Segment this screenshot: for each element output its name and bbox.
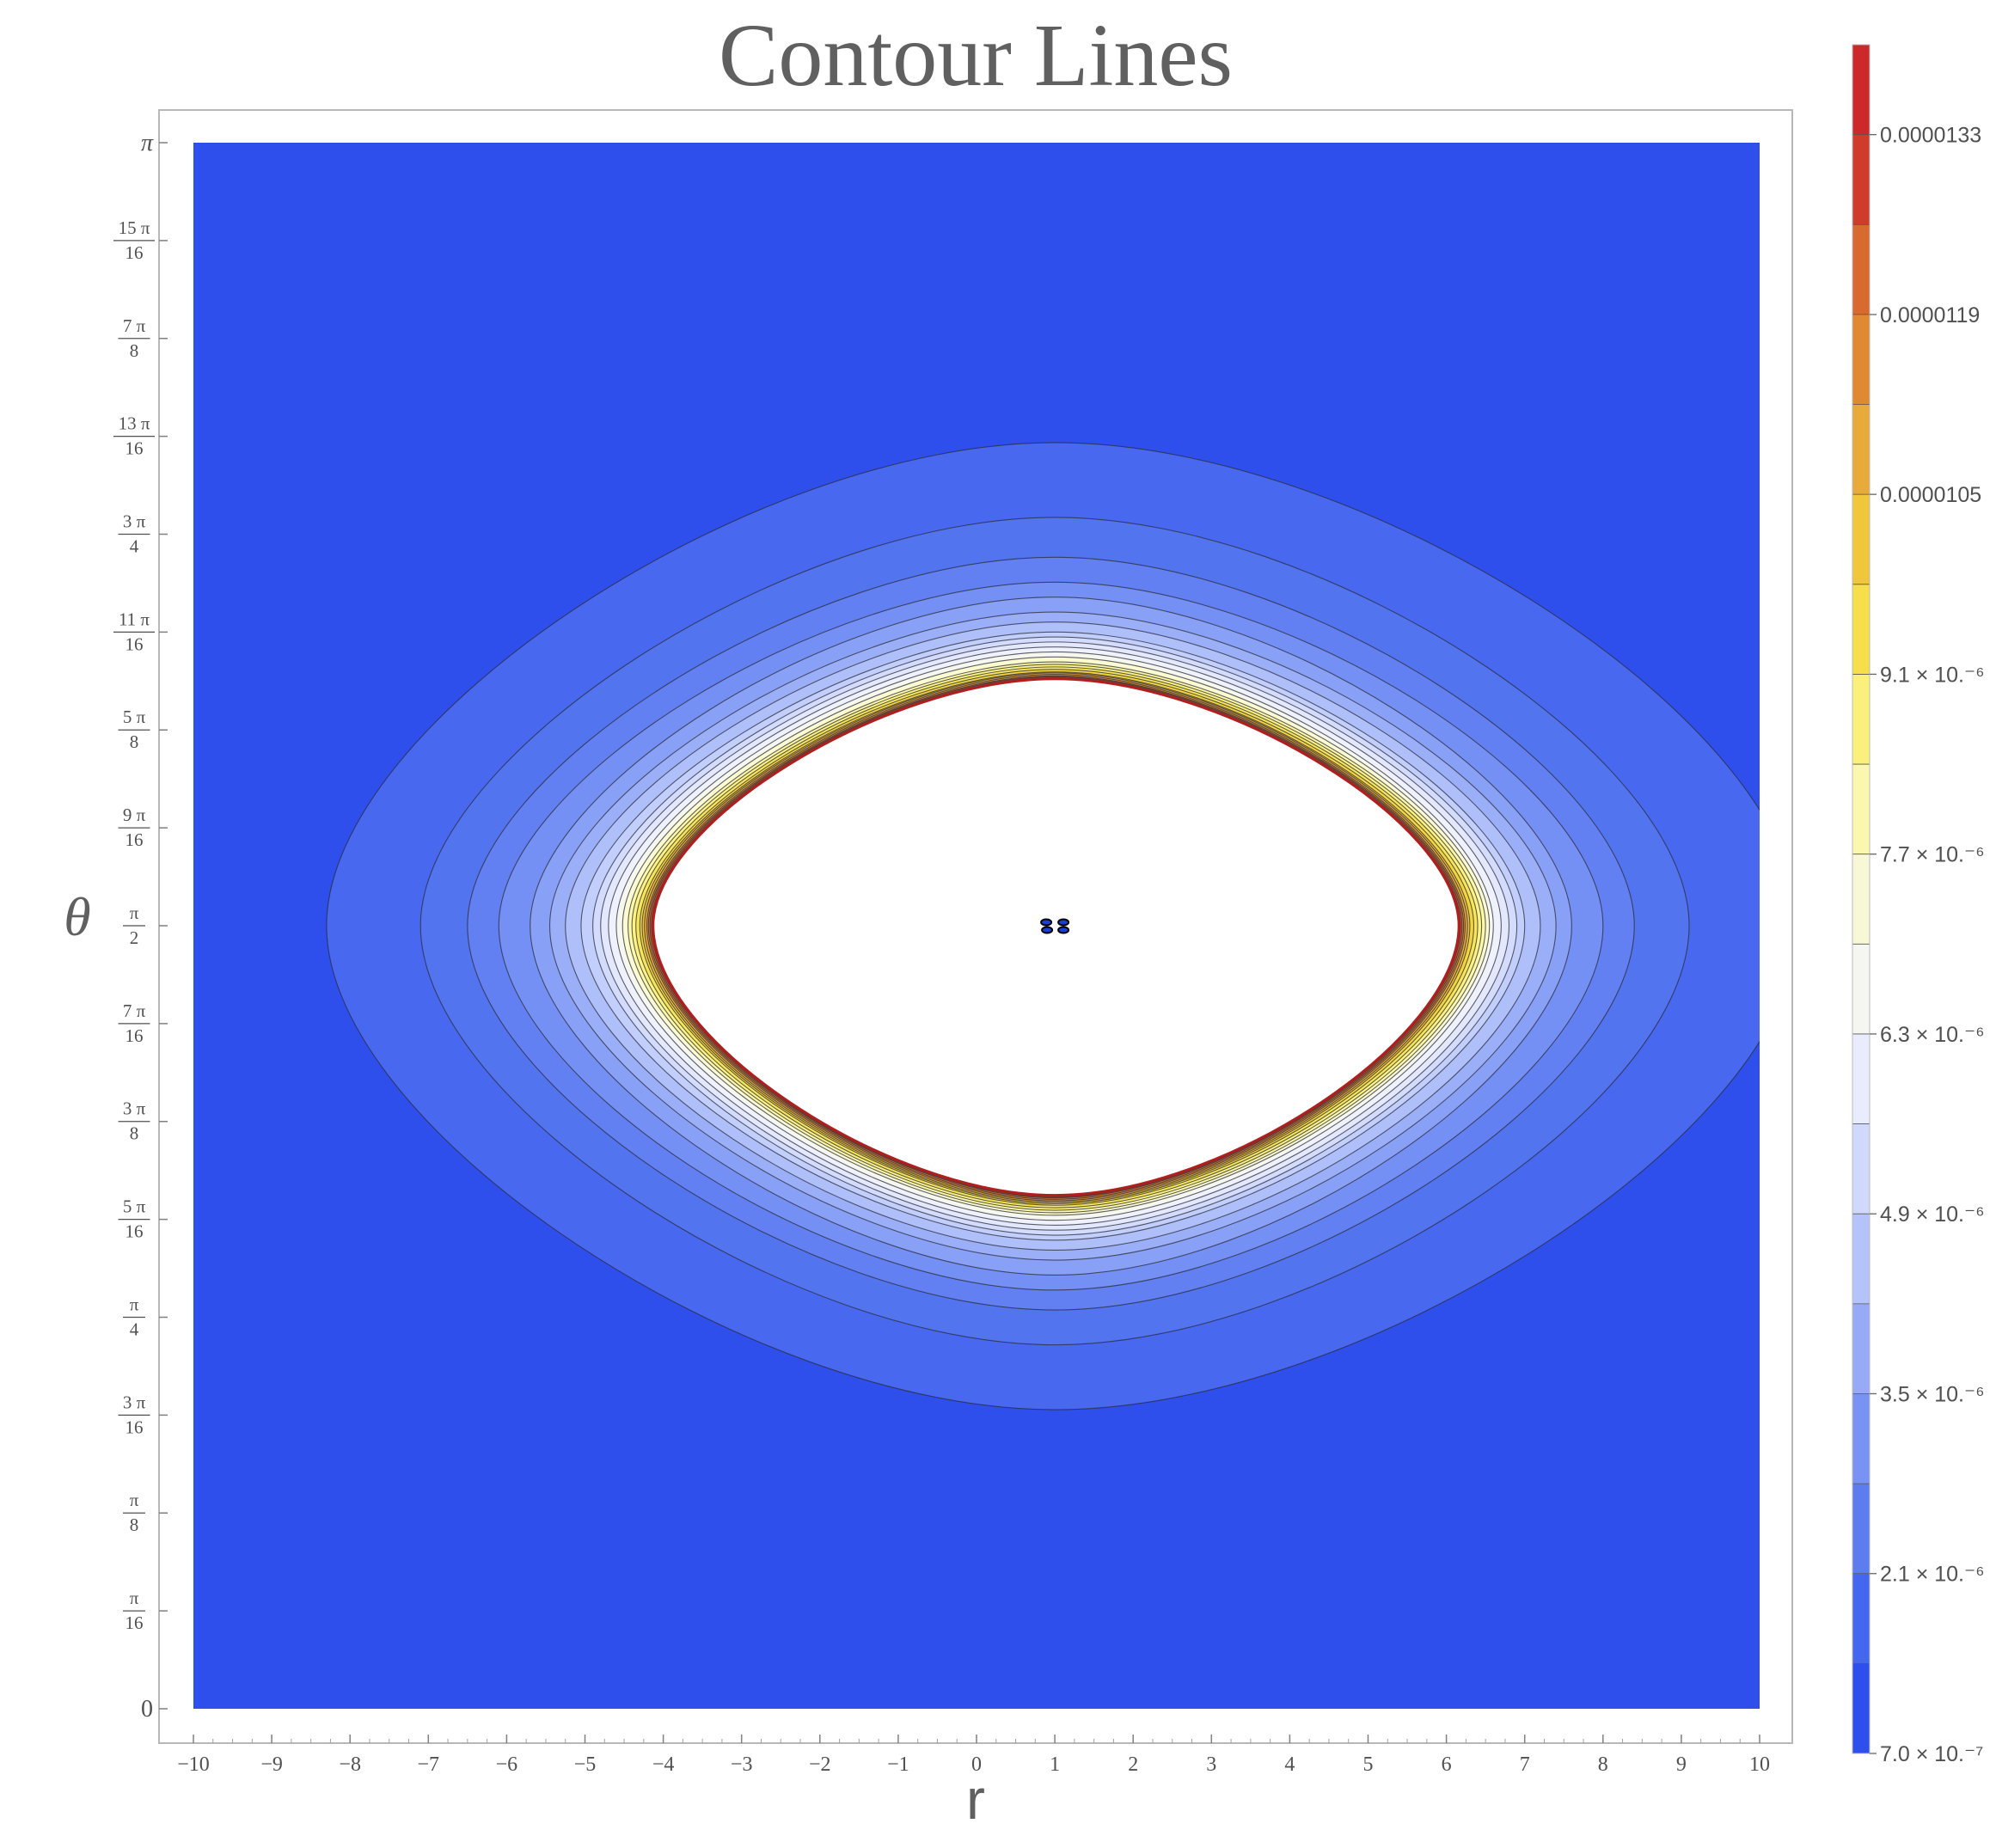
x-tick-label: −10	[177, 1753, 210, 1776]
colorbar-band-14	[1852, 404, 1870, 495]
y-tick-denominator: 16	[126, 1221, 144, 1242]
x-tick-label: −5	[574, 1753, 597, 1776]
colorbar-band-6	[1852, 1123, 1870, 1215]
y-tick-numerator: 13 π	[119, 413, 150, 434]
y-axis-label: θ	[64, 886, 91, 947]
colorbar-band-5	[1852, 1214, 1870, 1305]
y-tick-denominator: 4	[130, 535, 139, 556]
y-tick-numerator: 5 π	[123, 1196, 146, 1217]
colorbar-band-17	[1852, 134, 1870, 225]
y-tick-denominator: 8	[130, 1123, 139, 1144]
colorbar-band-11	[1852, 674, 1870, 765]
colorbar-band-1	[1852, 1573, 1870, 1664]
colorbar-band-7	[1852, 1033, 1870, 1125]
x-tick-label: −4	[652, 1753, 675, 1776]
y-tick-label: π	[141, 130, 154, 156]
x-tick-label: −1	[887, 1753, 909, 1776]
x-tick-label: 6	[1442, 1753, 1452, 1776]
y-tick-numerator: 3 π	[123, 1098, 146, 1119]
y-tick-numerator: 3 π	[123, 1392, 146, 1412]
x-tick-label: 1	[1050, 1753, 1060, 1776]
y-tick-numerator: π	[130, 903, 139, 923]
y-tick-numerator: 11 π	[119, 609, 150, 629]
colorbar-band-16	[1852, 224, 1870, 315]
colorbar-band-4	[1852, 1303, 1870, 1394]
y-tick-numerator: 15 π	[119, 217, 150, 238]
x-tick-label: 5	[1363, 1753, 1374, 1776]
x-tick-label: 2	[1128, 1753, 1138, 1776]
x-tick-label: 8	[1598, 1753, 1608, 1776]
y-tick-numerator: 9 π	[123, 805, 146, 825]
x-tick-label: −8	[339, 1753, 361, 1776]
y-tick-denominator: 16	[126, 829, 144, 850]
y-tick-numerator: 5 π	[123, 707, 146, 727]
x-tick-label: −6	[496, 1753, 518, 1776]
x-tick-label: 4	[1284, 1753, 1295, 1776]
y-axis-ticks: 0 π 16 π 8 3 π 16 π 4 5 π 16 3 π 8 7 π 16 π 2 9 π 16 5 π 8 11…	[113, 130, 168, 1723]
x-axis-label: r	[966, 1767, 985, 1831]
x-axis-ticks: −10 −9 −8 −7 −6 −5 −4 −3 −2 −1 0 1 2 3 4 5 6 7 8 9 10	[177, 1735, 1770, 1776]
colorbar-band-13	[1852, 494, 1870, 585]
y-tick-numerator: 7 π	[123, 1000, 146, 1021]
x-tick-label: 7	[1520, 1753, 1530, 1776]
x-tick-label: −3	[731, 1753, 753, 1776]
y-tick-denominator: 16	[126, 1417, 144, 1437]
y-tick-numerator: π	[130, 1490, 139, 1510]
colorbar-band-18	[1852, 45, 1870, 136]
colorbar-band-0	[1852, 1663, 1870, 1754]
center-blob-1	[1057, 918, 1070, 927]
chart-title: Contour Lines	[719, 6, 1233, 105]
colorbar-band-8	[1852, 944, 1870, 1035]
y-tick-label: 0	[141, 1696, 153, 1723]
colorbar-band-3	[1852, 1393, 1870, 1484]
y-tick-denominator: 4	[130, 1319, 139, 1339]
center-blob-0	[1040, 918, 1053, 927]
colorbar-tick-label: 7.0 × 10.⁻⁷	[1880, 1742, 1983, 1766]
colorbar-tick-label: 2.1 × 10.⁻⁶	[1880, 1563, 1984, 1587]
colorbar-band-9	[1852, 854, 1870, 945]
y-tick-denominator: 8	[130, 731, 139, 752]
center-blob-3	[1057, 926, 1070, 934]
colorbar-band-2	[1852, 1484, 1870, 1575]
colorbar-tick-label: 9.1 × 10.⁻⁶	[1880, 663, 1984, 687]
x-tick-label: −7	[418, 1753, 440, 1776]
y-tick-denominator: 8	[130, 340, 139, 361]
colorbar-band-12	[1852, 584, 1870, 675]
x-tick-label: 0	[971, 1753, 982, 1776]
y-tick-numerator: π	[130, 1588, 139, 1608]
y-tick-denominator: 16	[126, 1025, 144, 1046]
center-marker	[1040, 918, 1070, 934]
x-tick-label: −2	[809, 1753, 831, 1776]
y-tick-denominator: 16	[126, 438, 144, 459]
y-tick-numerator: π	[130, 1294, 139, 1314]
y-tick-numerator: 3 π	[123, 511, 146, 531]
colorbar: 7.0 × 10.⁻⁷ 2.1 × 10.⁻⁶ 3.5 × 10.⁻⁶ 4.9 × 1…	[1852, 44, 1984, 1766]
colorbar-tick-label: 0.0000119	[1880, 303, 1980, 327]
plot-frame	[158, 109, 1793, 1744]
x-tick-label: 9	[1676, 1753, 1687, 1776]
colorbar-band-10	[1852, 764, 1870, 855]
y-tick-denominator: 2	[130, 927, 139, 948]
colorbar-tick-label: 3.5 × 10.⁻⁶	[1880, 1382, 1984, 1406]
x-tick-label: −9	[260, 1753, 283, 1776]
x-tick-label: 10	[1749, 1753, 1770, 1776]
contour-layer	[326, 442, 1760, 1410]
colorbar-tick-label: 7.7 × 10.⁻⁶	[1880, 843, 1984, 867]
colorbar-frame	[1852, 44, 1871, 1754]
x-tick-label: 3	[1206, 1753, 1216, 1776]
colorbar-band-15	[1852, 314, 1870, 406]
y-tick-denominator: 8	[130, 1515, 139, 1535]
center-blob-2	[1041, 926, 1054, 934]
colorbar-tick-label: 4.9 × 10.⁻⁶	[1880, 1202, 1984, 1227]
y-tick-denominator: 16	[126, 1612, 144, 1633]
colorbar-tick-label: 0.0000105	[1880, 483, 1981, 507]
y-tick-denominator: 16	[126, 633, 144, 654]
colorbar-tick-label: 6.3 × 10.⁻⁶	[1880, 1023, 1984, 1047]
y-tick-numerator: 7 π	[123, 315, 146, 336]
contour-level-23	[652, 677, 1460, 1197]
colorbar-tick-label: 0.0000133	[1880, 124, 1981, 148]
y-tick-denominator: 16	[126, 242, 144, 263]
